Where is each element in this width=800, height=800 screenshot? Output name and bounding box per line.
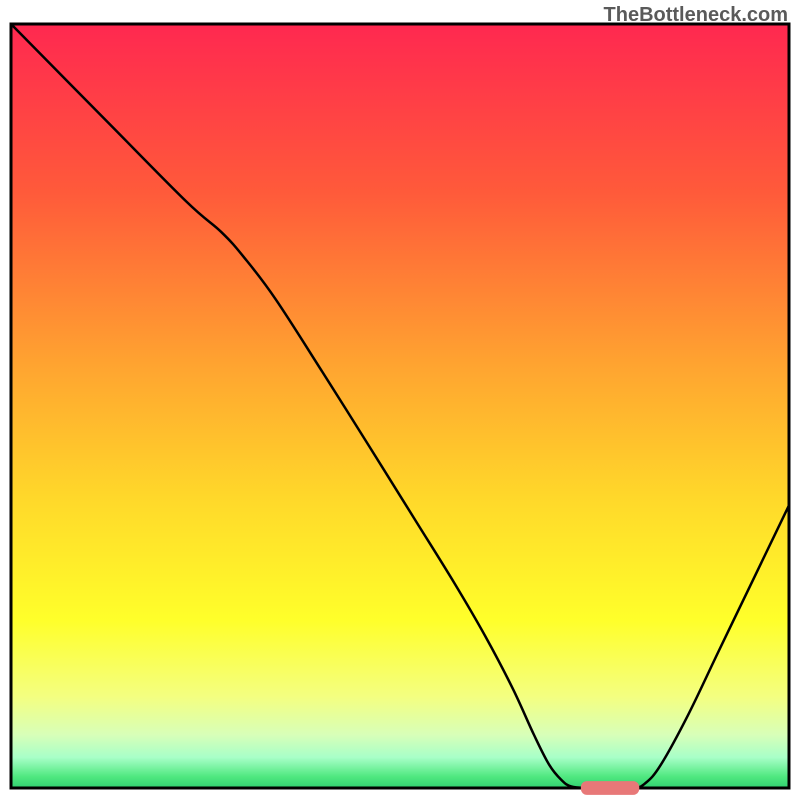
marker-pill [581, 781, 639, 795]
bottleneck-chart [0, 0, 800, 800]
watermark-text: TheBottleneck.com [604, 4, 788, 27]
chart-container: TheBottleneck.com [0, 0, 800, 800]
plot-background [11, 24, 789, 788]
